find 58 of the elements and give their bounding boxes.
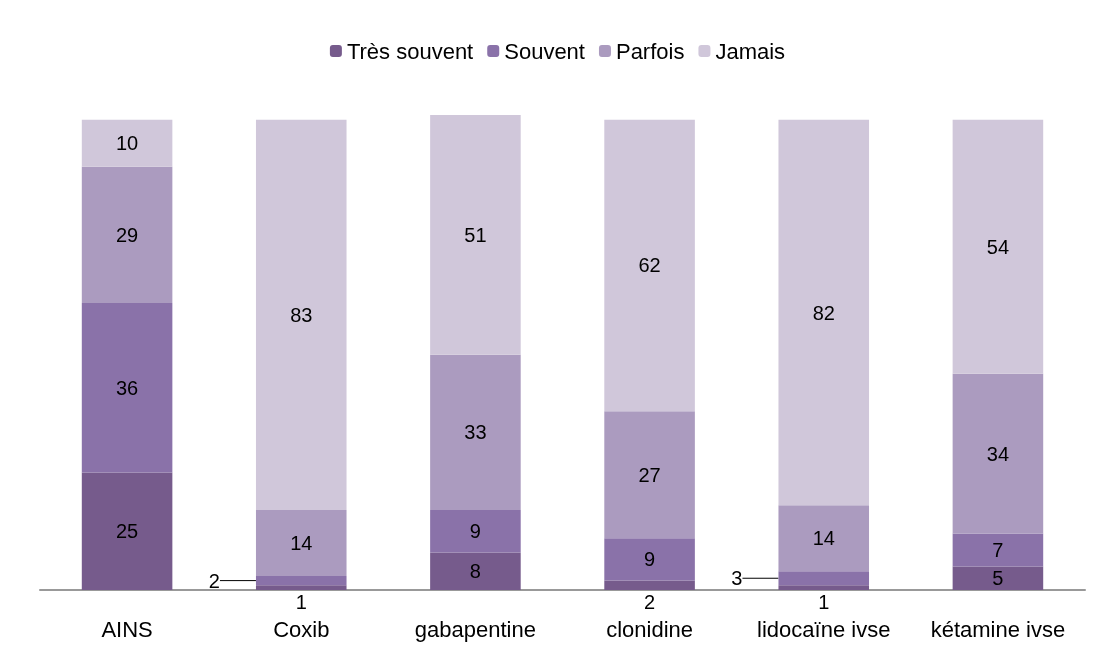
bar [255, 575, 347, 586]
bar [952, 533, 1044, 567]
bar [604, 411, 695, 539]
legend-label: Jamais [715, 38, 786, 64]
data-label: 1 [295, 591, 307, 613]
x-tick-label: Coxib [273, 616, 330, 642]
data-label: 1 [818, 591, 830, 613]
bar [778, 571, 870, 586]
bar [778, 505, 870, 572]
data-label: 82 [812, 301, 835, 324]
bar [952, 119, 1044, 374]
data-label: 2 [208, 569, 220, 592]
data-label: 36 [115, 376, 139, 399]
bar [952, 566, 1044, 590]
data-label: 7 [992, 539, 1004, 562]
bar [778, 585, 870, 590]
data-label: 51 [464, 223, 487, 246]
legend-label: Parfois [615, 38, 685, 64]
data-label: 3 [731, 567, 743, 590]
bar [604, 580, 695, 590]
data-label: 83 [290, 303, 313, 326]
bar [430, 510, 521, 553]
x-tick-label: AINS [101, 616, 153, 642]
data-label: 14 [290, 531, 313, 554]
bar [255, 585, 347, 590]
bar [430, 115, 521, 355]
data-label: 10 [115, 132, 139, 155]
data-label: 9 [469, 520, 481, 543]
data-label: 29 [115, 223, 139, 246]
x-tick-label: clonidine [606, 616, 694, 642]
bar [255, 510, 347, 576]
bar [778, 119, 870, 506]
bar [430, 552, 521, 590]
data-label: 54 [986, 235, 1010, 258]
bar [81, 166, 173, 304]
data-label: 34 [986, 442, 1010, 465]
bar [604, 119, 695, 412]
data-label: 8 [469, 560, 481, 583]
bar [81, 119, 173, 167]
x-tick-label: kétamine ivse [930, 616, 1066, 642]
x-tick-label: lidocaïne ivse [757, 616, 891, 642]
data-label: 27 [638, 463, 661, 486]
x-tick-label: gabapentine [414, 616, 536, 642]
bar [81, 472, 173, 590]
data-label: 25 [115, 520, 139, 543]
data-label: 5 [992, 567, 1004, 590]
bar [81, 303, 173, 473]
data-label: 14 [812, 527, 835, 550]
data-label: 2 [644, 591, 656, 613]
bar [952, 373, 1044, 534]
data-label: 62 [638, 254, 661, 277]
bar [430, 354, 521, 511]
legend-label: Très souvent [346, 38, 474, 64]
data-label: 33 [464, 421, 487, 444]
bar [604, 538, 695, 581]
bar [255, 119, 347, 511]
data-label: 9 [644, 548, 656, 571]
legend-label: Souvent [504, 38, 585, 64]
